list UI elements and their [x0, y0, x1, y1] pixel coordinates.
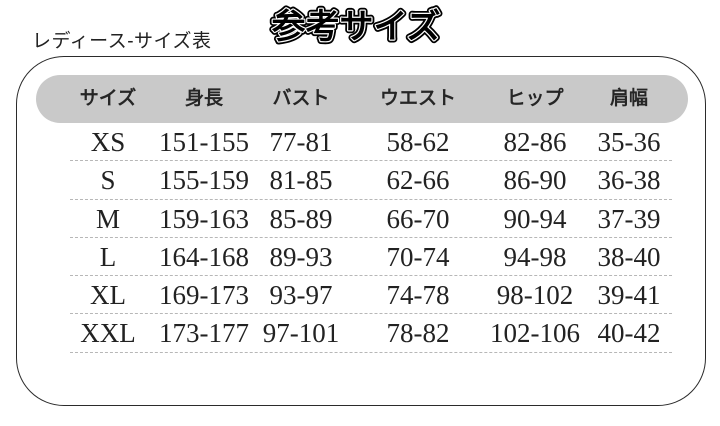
svg-text:参考サイズ: 参考サイズ — [272, 7, 441, 46]
